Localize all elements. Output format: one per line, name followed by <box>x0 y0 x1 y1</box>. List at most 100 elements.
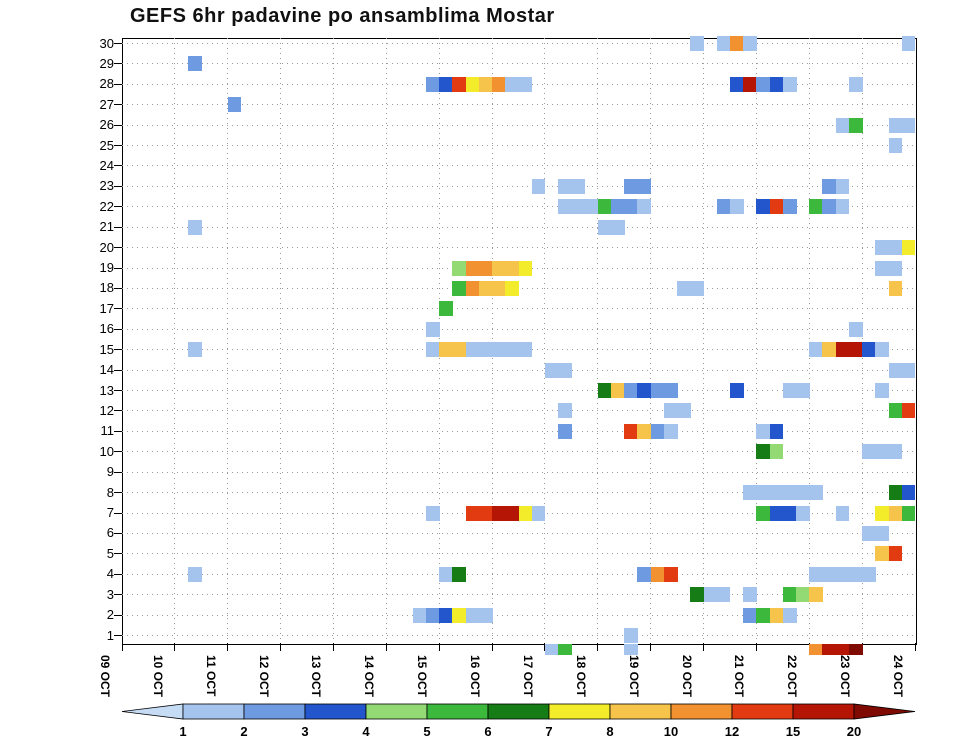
y-axis-tick <box>114 532 122 534</box>
gridline-horizontal <box>122 553 915 555</box>
y-axis-label: 19 <box>99 260 114 276</box>
y-axis-label: 9 <box>106 464 114 480</box>
heatmap-cell <box>637 566 652 582</box>
colorbar-tick-label: 10 <box>664 724 678 739</box>
heatmap-cell <box>822 342 837 358</box>
y-axis-tick <box>114 614 122 616</box>
heatmap-cell <box>796 485 810 501</box>
colorbar-segment <box>548 703 611 720</box>
y-axis-tick <box>114 349 122 351</box>
heatmap-cell <box>624 643 638 655</box>
heatmap-cell <box>478 342 493 358</box>
heatmap-cell <box>663 566 678 582</box>
heatmap-cell <box>822 199 837 215</box>
heatmap-cell <box>492 280 506 296</box>
heatmap-cell <box>862 566 876 582</box>
heatmap-cell <box>637 423 652 439</box>
colorbar: 1 2 3 4 5 6 7 8 10 12 15 20 <box>121 703 916 739</box>
heatmap-cell <box>743 485 757 501</box>
heatmap-cell <box>769 423 784 439</box>
heatmap-cell <box>478 76 493 92</box>
heatmap-cell <box>505 280 519 296</box>
x-axis-label: 14 OCT <box>362 655 377 698</box>
heatmap-cell <box>848 321 863 337</box>
heatmap-cell <box>716 199 731 215</box>
heatmap-cell <box>888 362 903 378</box>
heatmap-cell <box>465 76 480 92</box>
heatmap-cell <box>439 301 453 317</box>
heatmap-cell <box>624 178 638 194</box>
x-axis-label: 11 OCT <box>203 655 218 697</box>
heatmap-cell <box>862 444 876 460</box>
heatmap-cell <box>848 117 863 133</box>
x-axis-tick <box>385 643 387 651</box>
y-axis-tick <box>114 206 122 208</box>
y-axis-label: 11 <box>100 423 115 439</box>
gridline-horizontal <box>122 226 915 228</box>
y-axis-tick <box>114 635 122 636</box>
heatmap-cell <box>901 36 916 51</box>
x-axis-label: 13 OCT <box>309 655 324 698</box>
heatmap-cell <box>835 199 850 215</box>
heatmap-cell <box>782 485 797 501</box>
heatmap-cell <box>756 485 771 501</box>
gridline-horizontal <box>122 390 915 392</box>
heatmap-cell <box>756 199 771 215</box>
y-axis-label: 22 <box>99 198 114 214</box>
heatmap-cell <box>624 199 638 215</box>
heatmap-cell <box>901 362 916 378</box>
colorbar-segment <box>243 703 306 720</box>
gridline-horizontal <box>122 124 915 126</box>
heatmap-cell <box>756 505 771 521</box>
y-axis-tick <box>114 145 122 147</box>
heatmap-cell <box>729 199 744 215</box>
gridline-horizontal <box>122 165 915 167</box>
heatmap-cell <box>677 280 691 296</box>
x-axis-label: 20 OCT <box>679 655 694 698</box>
y-axis-label: 1 <box>106 627 114 643</box>
y-axis-tick <box>114 471 122 473</box>
colorbar-tick-label: 5 <box>423 724 430 739</box>
y-axis-tick <box>114 63 122 65</box>
y-axis-tick <box>114 267 122 269</box>
heatmap-cell <box>769 607 784 623</box>
gridline-vertical <box>703 38 705 643</box>
gridline-horizontal <box>122 185 915 187</box>
x-axis-label: 23 OCT <box>838 655 853 698</box>
heatmap-cell <box>439 607 453 623</box>
heatmap-cell <box>822 178 837 194</box>
heatmap-cell <box>888 485 903 501</box>
heatmap-cell <box>875 444 890 460</box>
heatmap-cell <box>597 219 612 235</box>
gridline-vertical <box>332 38 334 643</box>
heatmap-cell <box>729 383 744 399</box>
y-axis-label: 17 <box>99 300 114 316</box>
heatmap-cell <box>505 505 519 521</box>
heatmap-cell <box>901 403 916 419</box>
x-axis-tick <box>280 643 282 651</box>
gridline-vertical <box>491 38 493 643</box>
heatmap-cell <box>888 444 903 460</box>
heatmap-cell <box>465 607 480 623</box>
heatmap-cell <box>425 607 440 623</box>
heatmap-cell <box>769 505 784 521</box>
heatmap-cell <box>611 383 625 399</box>
heatmap-cell <box>782 587 797 603</box>
y-axis-tick <box>114 512 122 514</box>
y-axis-tick <box>114 226 122 228</box>
heatmap-cell <box>452 566 467 582</box>
gridline-vertical <box>755 38 757 643</box>
x-axis-tick <box>914 643 916 651</box>
heatmap-cell <box>875 525 890 541</box>
heatmap-cell <box>425 76 440 92</box>
colorbar-segment <box>121 703 184 720</box>
y-axis-label: 4 <box>106 566 114 582</box>
colorbar-segment <box>426 703 489 720</box>
heatmap-cell <box>571 178 586 194</box>
x-axis-label: 10 OCT <box>150 655 165 698</box>
gridline-horizontal <box>122 63 915 65</box>
x-axis-tick <box>597 643 599 651</box>
heatmap-cell <box>465 505 480 521</box>
y-axis-tick <box>114 247 122 249</box>
y-axis-label: 24 <box>99 157 114 173</box>
